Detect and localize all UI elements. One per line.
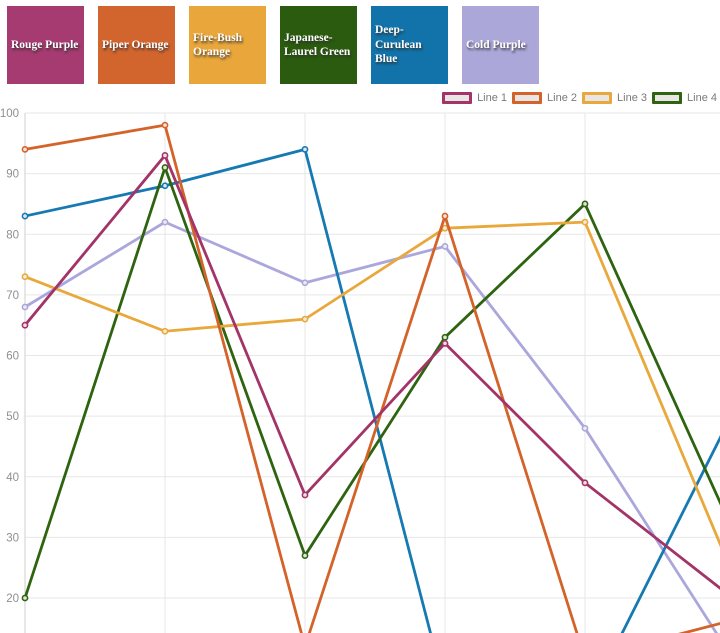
point-marker-line-4[interactable]	[301, 552, 309, 559]
series-line-line-2[interactable]	[23, 123, 720, 633]
palette-swatch-rouge-purple: Rouge Purple	[7, 6, 84, 84]
legend-swatch-icon	[512, 92, 543, 104]
point-marker-line-6[interactable]	[581, 424, 589, 432]
point-marker-line-3[interactable]	[301, 315, 309, 323]
swatch-label: Deep-Curulean Blue	[375, 24, 422, 66]
point-marker-line-1[interactable]	[301, 491, 309, 499]
point-marker-line-5[interactable]	[301, 145, 309, 153]
y-tick-label: 60	[6, 351, 19, 363]
palette-swatch-fire-bush-orange: Fire-Bush Orange	[189, 6, 266, 84]
point-marker-line-4[interactable]	[21, 594, 29, 602]
point-marker-line-1[interactable]	[581, 479, 589, 487]
chart-legend: Line 1 Line 2 Line 3 Line 4	[442, 92, 717, 104]
point-marker-line-4[interactable]	[441, 333, 449, 341]
swatch-label: Piper Orange	[102, 38, 169, 51]
point-marker-line-4[interactable]	[161, 164, 169, 171]
series-line-line-3[interactable]	[23, 220, 720, 555]
legend-item-line-3[interactable]: Line 3	[582, 92, 647, 104]
legend-label: Line 3	[617, 92, 648, 104]
point-marker-line-3[interactable]	[581, 218, 589, 226]
point-marker-line-6[interactable]	[301, 279, 309, 287]
point-marker-line-1[interactable]	[21, 321, 29, 329]
legend-swatch-icon	[582, 92, 613, 104]
swatch-label: Rouge Purple	[11, 38, 79, 51]
legend-label: Line 2	[547, 92, 578, 104]
point-marker-line-2[interactable]	[161, 121, 169, 129]
point-marker-line-2[interactable]	[21, 145, 29, 153]
point-marker-line-1[interactable]	[441, 339, 449, 347]
legend-item-line-2[interactable]: Line 2	[512, 92, 577, 104]
palette-swatch-cold-purple: Cold Purple	[462, 6, 539, 84]
palette-swatch-piper-orange: Piper Orange	[98, 6, 175, 84]
palette-swatch-deep-curulean-blue: Deep-Curulean Blue	[371, 6, 448, 84]
y-tick-label: 20	[6, 593, 19, 605]
y-tick-label: 100	[0, 108, 19, 120]
y-tick-label: 50	[6, 411, 19, 423]
legend-swatch-icon	[652, 92, 683, 104]
legend-item-line-1[interactable]: Line 1	[442, 92, 507, 104]
y-tick-label: 30	[6, 532, 19, 544]
line-chart: 100 90 80 70 60 50 40 30 20 Line 1 Line 2 Line 3 Li…	[0, 84, 720, 633]
y-tick-label: 70	[6, 290, 19, 302]
legend-item-line-4[interactable]: Line 4	[652, 92, 717, 104]
point-marker-line-4[interactable]	[581, 200, 589, 208]
series-line-line-1[interactable]	[23, 154, 720, 592]
palette-swatch-japanese-laurel-green: Japanese-Laurel Green	[280, 6, 357, 84]
point-marker-line-5[interactable]	[161, 182, 169, 190]
point-marker-line-6[interactable]	[441, 242, 449, 250]
legend-label: Line 4	[687, 92, 717, 104]
point-marker-line-6[interactable]	[21, 303, 29, 311]
series-line-line-5[interactable]	[23, 147, 720, 633]
color-palette: Rouge Purple Piper Orange Fire-Bush Orange…	[7, 6, 539, 84]
series-line-line-6[interactable]	[23, 220, 720, 633]
point-marker-line-5[interactable]	[21, 212, 29, 220]
point-marker-line-3[interactable]	[161, 327, 169, 335]
series-line-line-4[interactable]	[23, 166, 720, 600]
swatch-label: Japanese-Laurel Green	[284, 31, 351, 58]
point-marker-line-6[interactable]	[161, 218, 169, 226]
point-marker-line-1[interactable]	[161, 152, 169, 159]
y-tick-label: 40	[6, 472, 19, 484]
legend-label: Line 1	[477, 92, 508, 104]
swatch-label: Cold Purple	[466, 38, 526, 51]
legend-swatch-icon	[442, 92, 473, 104]
point-marker-line-2[interactable]	[441, 212, 449, 220]
swatch-label: Fire-Bush Orange	[193, 31, 242, 58]
chart-canvas[interactable]: 100 90 80 70 60 50 40 30 20	[0, 84, 720, 633]
y-tick-label: 90	[6, 169, 19, 181]
y-tick-label: 80	[6, 229, 19, 241]
point-marker-line-3[interactable]	[21, 273, 29, 281]
